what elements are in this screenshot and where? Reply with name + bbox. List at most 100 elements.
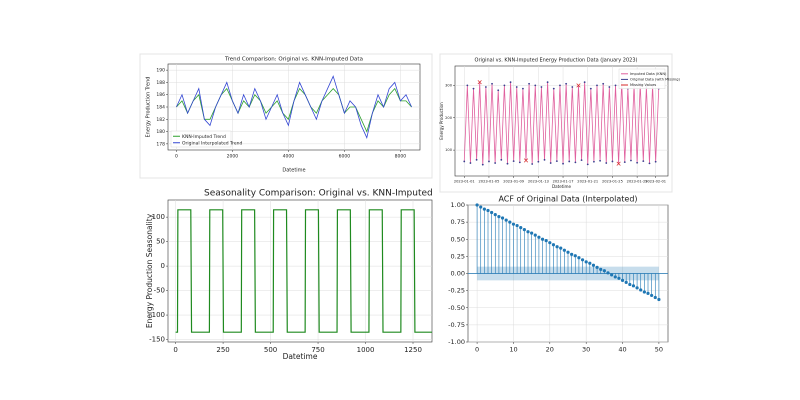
- x-tick-label: 2023-01-09: [503, 180, 525, 184]
- stem-marker: [620, 278, 625, 282]
- y-axis-label: Energy Production Trend: [146, 77, 152, 138]
- y-tick-label: -0.25: [448, 287, 465, 295]
- stem-marker: [584, 260, 588, 264]
- x-tick-label: 8000: [395, 154, 407, 160]
- missing-marker: [576, 83, 581, 88]
- y-tick-label: 200: [445, 116, 453, 120]
- missing-marker: [523, 158, 529, 163]
- stem-marker: [635, 286, 639, 290]
- stem-marker: [653, 295, 657, 300]
- y-tick-label: 188: [156, 80, 165, 86]
- data-point: [642, 160, 645, 163]
- missing-marker: [616, 161, 621, 166]
- data-point: [636, 161, 639, 164]
- data-point: [518, 161, 521, 164]
- stem-marker: [551, 243, 556, 247]
- y-tick-label: 0.75: [451, 218, 465, 226]
- x-tick-label: 500: [264, 346, 277, 354]
- stem-marker: [544, 239, 548, 243]
- data-point: [515, 86, 518, 88]
- data-point: [543, 158, 546, 161]
- data-point: [528, 82, 530, 85]
- stem-marker: [610, 273, 614, 277]
- stem-marker: [490, 210, 494, 215]
- data-point: [623, 161, 626, 163]
- stem-marker: [515, 223, 519, 228]
- legend-box: [170, 130, 232, 148]
- data-point: [611, 160, 614, 163]
- data-point: [491, 82, 493, 85]
- y-tick-label: -100: [149, 311, 165, 319]
- y-tick-label: 0.50: [451, 235, 465, 243]
- legend-label: KNN-Imputed Trend: [182, 134, 226, 140]
- y-axis-label: Energy Production Seasonality: [145, 213, 154, 328]
- data-point: [648, 162, 651, 165]
- y-tick-label: -50: [154, 287, 165, 295]
- data-point: [630, 159, 632, 162]
- y-tick-label: -0.50: [448, 304, 465, 312]
- stem-marker: [628, 282, 632, 287]
- stem-marker: [504, 218, 508, 222]
- data-point: [522, 87, 524, 90]
- x-tick-label: 40: [618, 346, 626, 354]
- x-axis-label: Datetime: [282, 168, 305, 174]
- y-tick-label: 180: [156, 129, 165, 135]
- data-point: [602, 82, 605, 85]
- data-point: [559, 84, 561, 87]
- stem-marker: [479, 205, 483, 209]
- x-tick-label: 2023-01-05: [479, 180, 500, 184]
- chart: 178 180 182 184 186 188 190 0 2000 4000 6000 8000 Tr…: [146, 57, 421, 174]
- y-tick-label: 1.00: [451, 201, 465, 209]
- x-tick-label: 0: [173, 346, 177, 354]
- data-point: [509, 81, 512, 84]
- data-point: [583, 81, 586, 84]
- data-point: [531, 163, 534, 165]
- data-point: [593, 160, 595, 163]
- stem-marker: [580, 258, 585, 262]
- data-point: [469, 162, 472, 164]
- stem-marker: [508, 220, 512, 224]
- stem-marker: [562, 248, 566, 252]
- data-point: [472, 87, 475, 90]
- stem-marker: [570, 252, 574, 256]
- x-tick-label: 2023-01-13: [528, 180, 549, 184]
- data-point: [571, 86, 574, 88]
- data-point: [565, 82, 568, 85]
- x-tick-label: 30: [582, 346, 590, 354]
- legend-label: Original Interpolated Trend: [182, 140, 242, 146]
- stem-marker: [500, 216, 505, 220]
- x-tick-label: 2023-01-01: [454, 180, 475, 184]
- stem-marker: [555, 245, 559, 249]
- y-tick-label: 100: [445, 148, 453, 152]
- data-point: [506, 162, 509, 165]
- stem-marker: [642, 290, 646, 294]
- data-point: [552, 87, 555, 90]
- stem-marker: [482, 207, 486, 211]
- data-point: [562, 162, 564, 165]
- y-tick-label: 186: [156, 92, 165, 98]
- stem-marker: [475, 203, 479, 207]
- data-point: [500, 158, 503, 161]
- stem-marker: [624, 280, 628, 285]
- stem-marker: [591, 263, 596, 267]
- y-tick-label: 100: [152, 213, 165, 221]
- data-point: [512, 160, 515, 163]
- stem-marker: [646, 291, 650, 295]
- series-line: [463, 82, 660, 165]
- data-point: [488, 160, 490, 163]
- stem-marker: [639, 288, 643, 292]
- stem-marker: [657, 297, 661, 302]
- y-tick-label: 178: [156, 141, 165, 147]
- y-tick-label: -150: [149, 336, 165, 344]
- x-tick-label: 250: [216, 346, 229, 354]
- y-tick-label: 184: [156, 105, 165, 111]
- x-axis-label: Datetime: [283, 352, 318, 361]
- data-point: [503, 84, 506, 87]
- x-tick-label: 0: [475, 346, 479, 354]
- stem-marker: [522, 228, 526, 232]
- stem-marker: [577, 256, 581, 260]
- data-point: [580, 159, 583, 162]
- stem-marker: [548, 241, 552, 245]
